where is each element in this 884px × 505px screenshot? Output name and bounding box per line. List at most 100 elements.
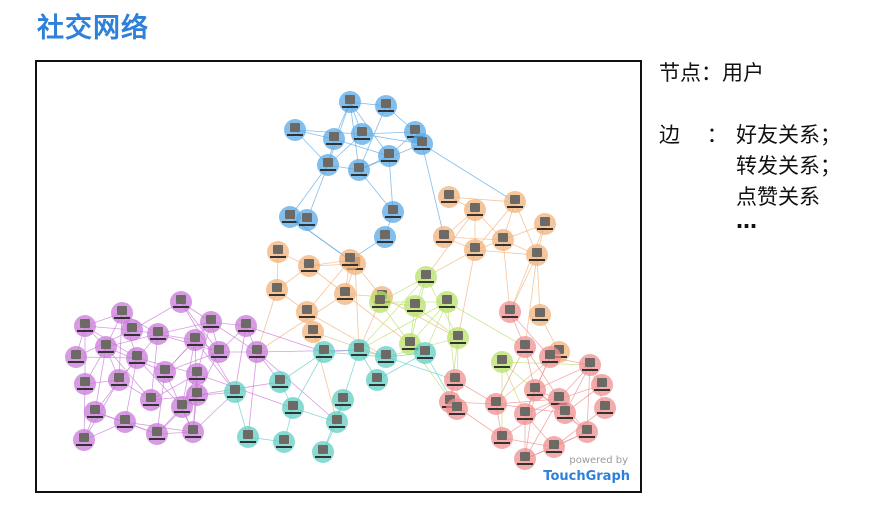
user-node [302,321,324,343]
user-node [491,351,513,373]
graph-edge [256,293,346,353]
graph-edge [150,333,159,401]
user-node [184,329,206,351]
edge-item: 点赞关系 [736,185,820,209]
user-node [74,315,96,337]
user-node [594,397,616,419]
user-node [444,369,466,391]
graph-edge [457,249,476,339]
user-node [375,346,397,368]
powered-by-text: powered by [569,455,628,466]
graph-edge [136,357,183,408]
user-node [95,336,117,358]
edge-label: 边 [659,123,680,147]
user-node [186,384,208,406]
user-node [514,403,536,425]
graph-edge [306,259,351,313]
user-node [339,249,361,271]
user-node [186,363,208,385]
graph-edge [448,196,516,203]
user-node [539,346,561,368]
user-node [351,123,373,145]
graph-edge [421,143,516,203]
user-node [84,401,106,423]
user-node [524,379,546,401]
user-node [111,302,133,324]
user-node [114,411,136,433]
user-node [499,301,521,323]
edge-separator: ： [706,123,728,147]
user-node [246,341,268,363]
user-node [366,369,388,391]
user-node [312,441,334,463]
nodes-layer [65,91,616,470]
graph-edge [358,276,427,351]
user-node [526,244,548,266]
user-node [73,429,95,451]
user-node [298,255,320,277]
network-diagram [65,91,616,470]
graph-edge [180,301,236,393]
user-node [514,448,536,470]
user-node [382,201,404,223]
user-node [147,323,169,345]
user-node [436,291,458,313]
social-network-graph: powered by TouchGraph [35,60,642,493]
graph-edge [105,346,152,401]
user-node [154,361,176,383]
user-node [339,91,361,113]
graph-edge [524,398,560,460]
user-node [323,128,345,150]
user-node [554,402,576,424]
graph-edge [247,351,258,438]
graph-edge [358,105,387,171]
user-node [404,295,426,317]
user-node [375,95,397,117]
node-value: 用户 [722,61,764,85]
user-node [464,199,486,221]
user-node [313,341,335,363]
user-node [237,426,259,448]
user-node [224,381,246,403]
graph-edge [385,356,456,381]
user-node [447,327,469,349]
user-node [140,389,162,411]
node-label: 节点： [659,61,722,85]
user-node [296,301,318,323]
graph-edge [344,293,411,345]
slide-title: 社交网络 [37,13,149,44]
graph-edge [245,325,325,353]
user-node [576,421,598,443]
user-node [415,266,437,288]
user-node [266,279,288,301]
user-node [170,291,192,313]
user-node [235,315,257,337]
user-node [464,239,486,261]
user-node [282,397,304,419]
edge-item: 好友关系； [736,123,841,147]
user-node [348,159,370,181]
user-node [269,371,291,393]
user-node [491,427,513,449]
user-node [446,398,468,420]
user-node [267,241,289,263]
user-node [317,154,339,176]
user-node [485,393,507,415]
user-node [334,283,356,305]
user-node [543,436,565,458]
graph-edge [306,311,387,358]
graph-edge [354,263,360,351]
user-node [529,304,551,326]
user-node [296,209,318,231]
edge-item: … [736,209,757,233]
graph-edge [524,389,536,460]
graph-edge [358,301,448,351]
user-node [579,354,601,376]
user-node [411,133,433,155]
user-node [504,191,526,213]
user-node [492,229,514,251]
user-node [438,186,460,208]
user-node [534,213,556,235]
user-node [374,226,396,248]
user-node [171,396,193,418]
